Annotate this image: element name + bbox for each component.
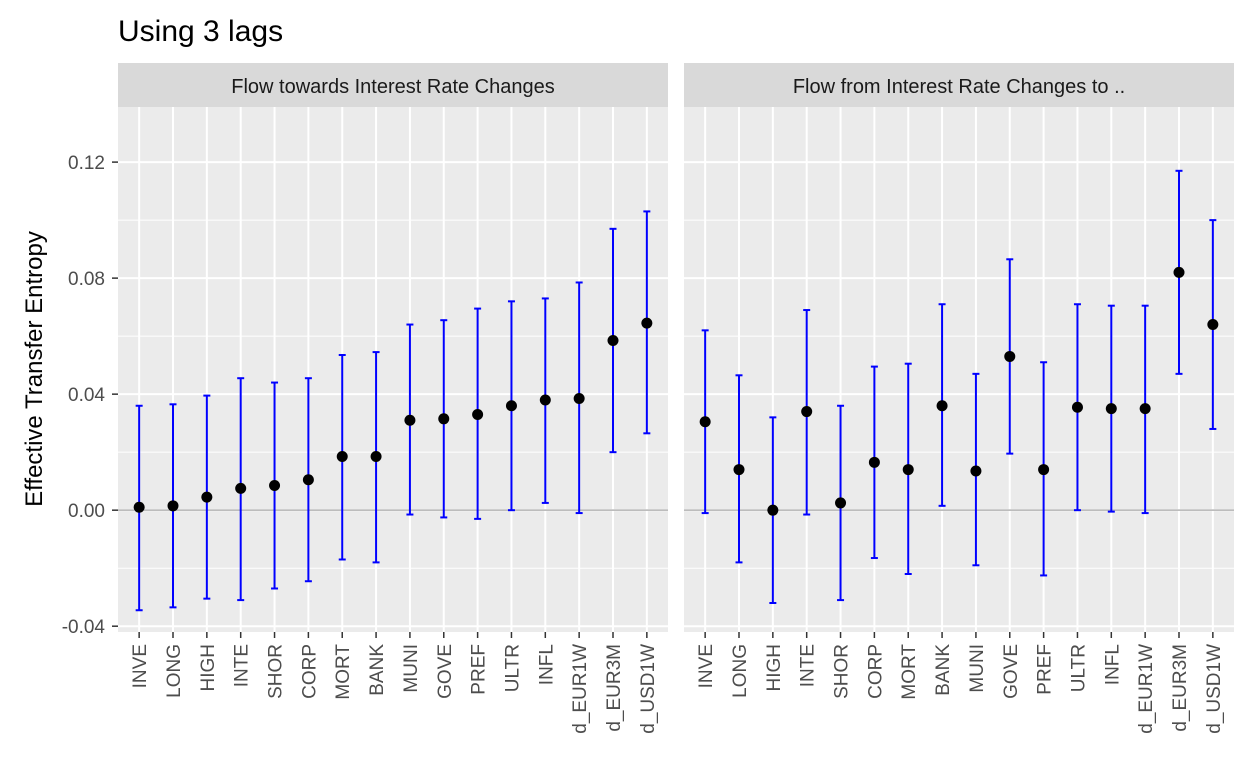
data-point xyxy=(505,400,517,412)
data-point xyxy=(1105,403,1117,415)
x-tick-label: INTE xyxy=(232,644,253,687)
data-point xyxy=(1004,350,1016,362)
data-point xyxy=(936,400,948,412)
data-point xyxy=(269,480,281,492)
x-tick-label: d_EUR3M xyxy=(1170,644,1191,732)
facet-strip xyxy=(118,63,668,107)
x-tick-label: MUNI xyxy=(401,644,422,693)
x-tick-label: BANK xyxy=(933,644,954,696)
x-tick-label: GOVE xyxy=(1001,644,1022,699)
x-tick-label: MUNI xyxy=(967,644,988,693)
data-point xyxy=(302,474,314,486)
x-tick-label: SHOR xyxy=(266,644,287,699)
data-point xyxy=(767,504,779,516)
facet-strip-label: Flow from Interest Rate Changes to .. xyxy=(793,76,1125,98)
data-point xyxy=(607,334,619,346)
x-tick-label: PREF xyxy=(469,644,490,695)
x-tick-label: MORT xyxy=(899,644,920,700)
x-tick-label: ULTR xyxy=(1068,644,1089,692)
x-tick-label: LONG xyxy=(730,644,751,698)
x-tick-label: LONG xyxy=(164,644,185,698)
x-tick-label: CORP xyxy=(865,644,886,699)
data-point xyxy=(1207,319,1219,331)
y-tick-label: 0.04 xyxy=(68,385,105,406)
facet-strip-label: Flow towards Interest Rate Changes xyxy=(231,76,555,98)
x-tick-label: d_EUR1W xyxy=(1136,644,1157,734)
data-point xyxy=(370,451,382,463)
x-tick-label: HIGH xyxy=(764,644,785,692)
data-point xyxy=(573,393,585,405)
x-tick-label: INVE xyxy=(130,644,151,688)
x-tick-label: PREF xyxy=(1035,644,1056,695)
data-point xyxy=(733,464,745,476)
y-tick-label: -0.04 xyxy=(62,617,106,638)
data-point xyxy=(641,317,653,329)
data-point xyxy=(235,482,247,494)
plot-area: -0.04 0.00 0.04 0.08 0.12 Flow towards Intere… xyxy=(62,63,1234,734)
facet-strip xyxy=(684,63,1234,107)
x-tick-label: INVE xyxy=(696,644,717,688)
data-point xyxy=(472,408,484,420)
x-tick-label: d_EUR1W xyxy=(570,644,591,734)
x-tick-label: d_USD1W xyxy=(1204,644,1225,734)
data-point xyxy=(1139,403,1151,415)
x-tick-label: INFL xyxy=(536,644,557,685)
x-tick-label: GOVE xyxy=(435,644,456,699)
data-point xyxy=(699,416,711,428)
panel-background xyxy=(118,107,668,632)
data-point xyxy=(336,451,348,463)
data-point xyxy=(868,456,880,468)
y-tick-label: 0.12 xyxy=(68,153,105,174)
data-point xyxy=(1038,464,1050,476)
chart-title: Using 3 lags xyxy=(118,15,283,48)
data-point xyxy=(902,464,914,476)
panel-background xyxy=(684,107,1234,632)
data-point xyxy=(404,414,416,426)
data-point xyxy=(438,413,450,425)
x-tick-label: MORT xyxy=(333,644,354,700)
y-tick-label: 0.08 xyxy=(68,269,105,290)
x-tick-label: INFL xyxy=(1102,644,1123,685)
data-point xyxy=(970,465,982,477)
x-tick-label: d_EUR3M xyxy=(604,644,625,732)
x-tick-label: d_USD1W xyxy=(638,644,659,734)
x-tick-label: SHOR xyxy=(832,644,853,699)
data-point xyxy=(539,394,551,406)
data-point xyxy=(201,491,213,503)
x-tick-label: HIGH xyxy=(198,644,219,692)
x-tick-label: BANK xyxy=(367,644,388,696)
x-tick-label: CORP xyxy=(299,644,320,699)
x-tick-label: ULTR xyxy=(502,644,523,692)
data-point xyxy=(1173,266,1185,278)
y-axis-title: Effective Transfer Entropy xyxy=(21,231,48,507)
data-point xyxy=(1071,401,1083,413)
y-tick-label: 0.00 xyxy=(68,501,105,522)
data-point xyxy=(167,500,179,512)
data-point xyxy=(835,497,847,509)
x-tick-label: INTE xyxy=(798,644,819,687)
data-point xyxy=(133,501,145,513)
data-point xyxy=(801,406,813,418)
